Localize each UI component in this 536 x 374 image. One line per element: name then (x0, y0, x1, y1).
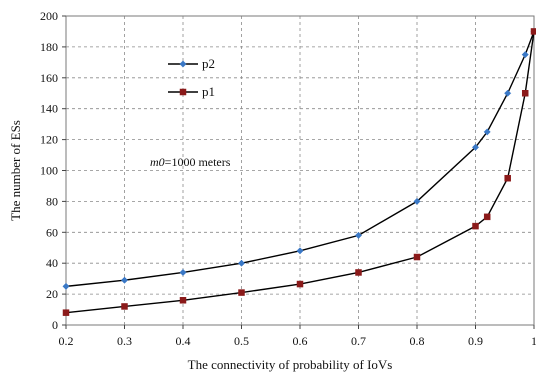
y-tick-label: 180 (40, 40, 58, 54)
legend-swatch-marker (179, 88, 187, 96)
legend-item-p1: p1 (168, 84, 215, 99)
legend: p2 p1 (168, 56, 215, 99)
data-point-p1 (179, 297, 187, 304)
y-tick-label: 40 (46, 256, 58, 270)
x-tick-label: 0.4 (176, 334, 191, 348)
data-point-p1 (62, 309, 70, 316)
x-tick-label: 1 (531, 334, 536, 348)
series-p2 (62, 27, 536, 290)
data-point-p1 (121, 303, 128, 310)
data-point-p1 (472, 222, 479, 230)
series-line-p2 (65, 31, 535, 288)
y-tick-label: 60 (46, 225, 58, 239)
data-point-p1 (296, 280, 304, 288)
y-tick-label: 160 (40, 71, 58, 85)
y-tick-label: 20 (46, 287, 58, 301)
x-axis-title: The connectivity of probability of IoVs (188, 357, 393, 372)
x-tick-label: 0.5 (234, 334, 249, 348)
legend-label: p1 (202, 84, 215, 99)
series-line-p1 (65, 31, 535, 314)
annotation-symbol: m0 (150, 155, 165, 169)
data-point-p2 (179, 268, 187, 277)
data-point-p2 (62, 282, 70, 290)
data-point-p1 (483, 213, 491, 221)
data-point-p1 (413, 253, 421, 261)
data-point-p1 (504, 174, 511, 182)
data-point-p2 (504, 89, 512, 97)
data-point-p1 (238, 289, 245, 296)
y-tick-label: 100 (40, 164, 58, 178)
annotation-value: =1000 meters (165, 155, 231, 169)
data-point-p2 (354, 231, 363, 239)
y-tick-label: 120 (40, 133, 58, 147)
data-point-p1 (521, 90, 529, 97)
legend-swatch-marker (179, 60, 187, 68)
data-point-p1 (355, 269, 362, 276)
parameter-annotation: m0=1000 meters (150, 155, 231, 169)
x-tick-label: 0.2 (59, 334, 74, 348)
y-axis-title: The number of ESs (8, 120, 23, 221)
x-tick-label: 0.9 (468, 334, 483, 348)
data-point-p2 (471, 143, 480, 151)
x-tick-label: 0.3 (117, 334, 132, 348)
grid-lines (66, 16, 534, 325)
legend-item-p2: p2 (168, 56, 215, 71)
data-point-p2 (483, 128, 491, 136)
data-point-p2 (296, 247, 304, 255)
data-point-p1 (530, 28, 536, 35)
x-tick-label: 0.6 (293, 334, 308, 348)
x-tick-label: 0.8 (410, 334, 425, 348)
x-tick-label: 0.7 (351, 334, 366, 348)
data-point-p2 (237, 259, 246, 267)
data-point-p2 (521, 51, 529, 59)
y-tick-label: 140 (40, 102, 58, 116)
data-point-p2 (413, 197, 421, 205)
y-tick-label: 0 (52, 318, 58, 332)
legend-label: p2 (202, 56, 215, 71)
y-tick-label: 200 (40, 9, 58, 23)
data-point-p2 (120, 276, 129, 284)
y-tick-label: 80 (46, 194, 58, 208)
series-p1 (62, 28, 536, 316)
